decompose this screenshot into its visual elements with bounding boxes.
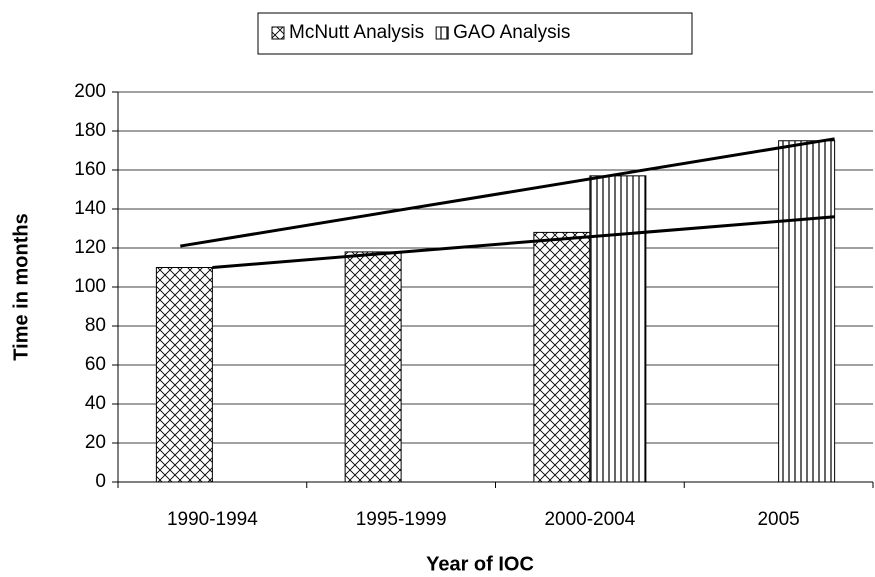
bar [344,251,402,483]
x-tick-label: 2000-2004 [544,509,635,530]
x-tick-label: 1990-1994 [167,509,258,530]
x-tick-label: 1995-1999 [356,509,447,530]
x-tick-label: 2005 [757,509,799,530]
bar [533,231,591,483]
x-axis-title: Year of IOC [426,553,534,575]
trend-line [180,137,835,248]
bar [589,175,647,483]
y-tick-label: 160 [74,159,106,180]
legend-swatch [435,26,449,40]
y-axis-title: Time in months [10,213,32,360]
y-tick-label: 140 [74,198,106,219]
y-tick-label: 120 [74,237,106,258]
legend-swatch [271,26,285,40]
y-tick-label: 60 [85,354,106,375]
y-tick-label: 200 [74,81,106,102]
bar [778,140,836,483]
y-tick-label: 80 [85,315,106,336]
y-tick-label: 0 [95,471,106,492]
legend-label: GAO Analysis [453,22,570,43]
y-tick-label: 100 [74,276,106,297]
y-tick-label: 20 [85,432,106,453]
trend-line [212,215,835,269]
bar [155,267,213,483]
y-tick-label: 40 [85,393,106,414]
legend-label: McNutt Analysis [289,22,424,43]
legend-box [257,12,693,55]
y-tick-label: 180 [74,120,106,141]
